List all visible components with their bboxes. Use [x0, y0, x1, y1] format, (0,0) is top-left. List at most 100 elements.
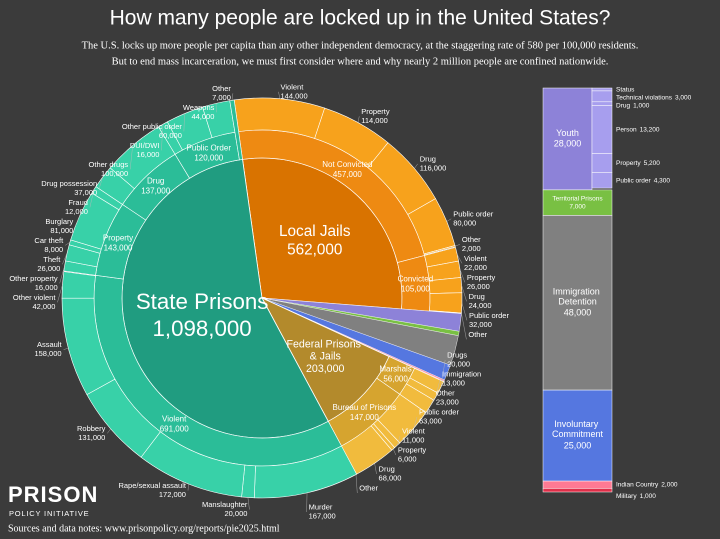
leader-line: [107, 428, 111, 434]
inset-bar: [542, 488, 613, 493]
inset-sub-bar: [591, 105, 613, 154]
inset-label: Indian Country 2,000: [616, 481, 678, 488]
outer-value: 32,000: [469, 320, 492, 329]
outer-label: Other drugs: [89, 160, 129, 169]
outer-arc: [423, 245, 456, 256]
outer-label: Other: [212, 84, 231, 93]
ring-value: 143,000: [104, 243, 133, 252]
outer-value: 116,000: [420, 163, 447, 172]
outer-value: 172,000: [159, 490, 186, 499]
ring-label: Marshals: [379, 365, 411, 374]
outer-label: Public order: [453, 209, 494, 218]
inset-sub-bar: [591, 90, 613, 103]
outer-label: DUI/DWI: [130, 141, 160, 150]
leader-line: [455, 244, 460, 247]
outer-label: Other: [436, 388, 455, 397]
outer-label: Drug possession: [41, 179, 97, 188]
outer-label: Robbery: [77, 424, 106, 433]
inset-name: Military: [616, 493, 637, 500]
outer-value: 37,000: [74, 188, 97, 197]
leader-line: [75, 215, 80, 227]
outer-arc: [429, 310, 462, 314]
outer-label: Property: [467, 273, 496, 282]
inset-sub-label: Drug 1,000: [616, 102, 650, 109]
ring-label: Bureau of Prisons: [333, 403, 397, 412]
slice-label: State Prisons: [136, 289, 269, 314]
outer-value: 6,000: [398, 454, 417, 463]
inset-sub-bar: [591, 87, 613, 92]
leader-line: [461, 313, 467, 340]
inset-value: 1,000: [640, 493, 657, 500]
outer-label: Violent: [402, 426, 426, 435]
outer-label: Theft: [43, 255, 61, 264]
leader-line: [357, 116, 360, 123]
outer-value: 2,000: [462, 244, 481, 253]
inset-sub-name: Property: [616, 160, 641, 167]
outer-label: Immigration: [442, 369, 481, 378]
outer-value: 60,000: [159, 131, 182, 140]
inset-sub-label: Person 13,200: [616, 126, 660, 133]
leader-line: [65, 242, 71, 246]
inset-sub-label: Property 5,200: [616, 160, 660, 167]
leader-line: [98, 176, 103, 189]
outer-value: 68,000: [379, 473, 402, 482]
outer-value: 167,000: [309, 511, 336, 520]
inset-sub-label: Technical violations 3,000: [616, 94, 692, 101]
inset-value: 28,000: [554, 139, 582, 149]
leader-line: [161, 124, 164, 151]
logo: POLICY INITIATIVE: [9, 509, 89, 518]
leader-line: [62, 252, 68, 265]
outer-label: Public order: [419, 407, 460, 416]
ring-label: Violent: [162, 415, 187, 424]
leader-line: [278, 91, 281, 99]
outer-value: 42,000: [32, 302, 55, 311]
inset-bar: [542, 189, 613, 216]
slice-label: Federal Prisons & Jails: [287, 339, 364, 363]
subtitle: The U.S. locks up more people per capita…: [82, 40, 639, 51]
inset-sub-label: Status: [616, 86, 635, 93]
ring-label: Not Convicted: [322, 160, 372, 169]
inset-sub-bar: [591, 153, 613, 173]
outer-label: Other: [468, 330, 487, 339]
outer-label: Property: [398, 445, 427, 454]
outer-value: 26,000: [467, 282, 490, 291]
outer-label: Assault: [37, 340, 63, 349]
outer-value: 131,000: [78, 433, 105, 442]
outer-label: Other public order: [122, 122, 183, 131]
leader-line: [187, 484, 189, 491]
outer-label: Drugs: [447, 350, 467, 359]
leader-line: [129, 145, 133, 170]
inset-bar: [542, 87, 593, 191]
inset-sub-value: 4,300: [654, 177, 671, 184]
inset-sub-bar: [591, 101, 613, 106]
inset-label: Youth: [556, 128, 579, 138]
ring-value: 457,000: [333, 170, 362, 179]
outer-value: 81,000: [50, 226, 73, 235]
inset-value: 48,000: [564, 307, 592, 317]
outer-label: Drug: [420, 154, 436, 163]
outer-label: Drug: [379, 464, 395, 473]
inset-name: Indian Country: [616, 481, 659, 488]
outer-label: Fraud: [68, 198, 88, 207]
outer-arc: [429, 292, 463, 314]
outer-value: 44,000: [191, 112, 214, 121]
inset-sub-label: Public order 4,300: [616, 177, 670, 184]
ring-label: Property: [103, 233, 133, 242]
leader-line: [89, 189, 95, 208]
slice-value: 203,000: [306, 363, 344, 375]
inset-sub-name: Person: [616, 126, 637, 133]
inset-sub-value: 5,200: [644, 160, 661, 167]
source: Sources and data notes: www.prisonpolicy…: [8, 523, 280, 534]
inset-sub-name: Technical violations: [616, 94, 673, 101]
outer-label: Other: [359, 483, 378, 492]
inset-sub-value: 1,000: [633, 102, 650, 109]
inset-label: Involuntary Commitment: [552, 420, 604, 440]
leader-line: [59, 265, 65, 284]
inset-sub-value: 13,200: [640, 126, 660, 133]
outer-value: 80,000: [453, 218, 476, 227]
inset-bar: [542, 480, 613, 489]
outer-value: 11,000: [402, 435, 424, 444]
ring-arc: [229, 99, 243, 161]
outer-value: 16,000: [35, 283, 58, 292]
outer-label: Weapons: [183, 103, 215, 112]
